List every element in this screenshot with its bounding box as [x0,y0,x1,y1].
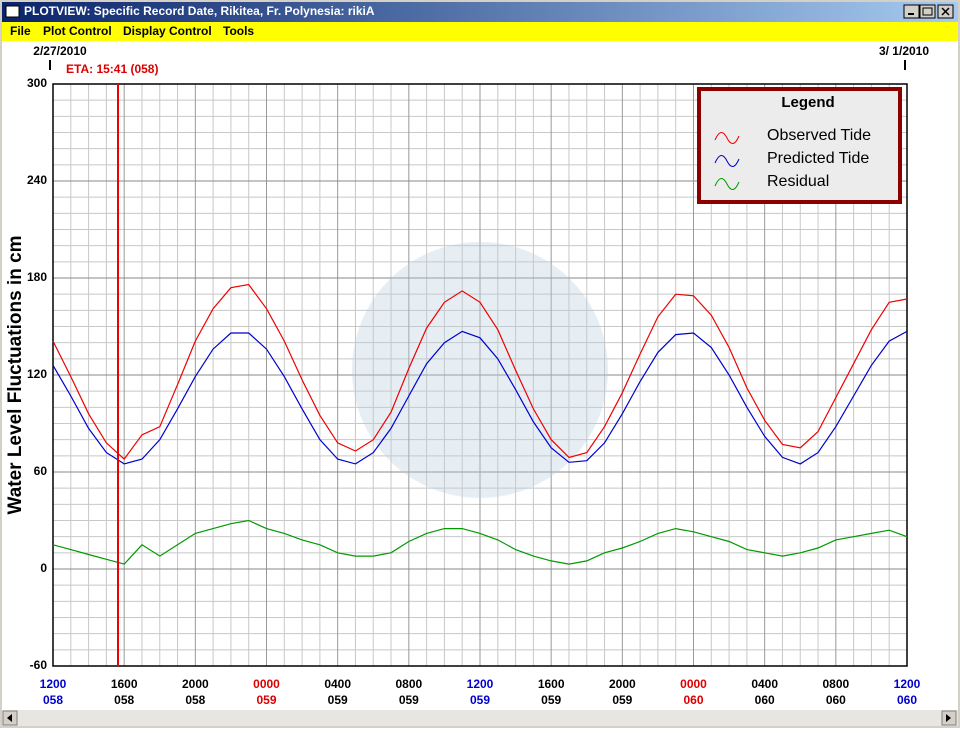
x-tick-label: 0800 [822,677,849,691]
maximize-button[interactable] [919,4,936,19]
end-date: 3/ 1/2010 [879,44,929,58]
x-tick-label: 060 [755,693,775,707]
x-tick-label: 058 [185,693,205,707]
series-line [52,283,908,460]
scrollbar[interactable] [2,710,958,726]
y-tick-label: 0 [40,561,47,575]
x-tick-label: 1600 [111,677,138,691]
minimize-button[interactable] [903,4,920,19]
window-buttons[interactable] [903,4,954,19]
y-tick-label: 120 [27,367,47,381]
x-tick-label: 1200 [467,677,494,691]
x-tick-label: 059 [328,693,348,707]
x-tick-label: 0000 [680,677,707,691]
window-title: PLOTVIEW: Specific Record Date, Rikitea,… [24,4,375,18]
legend-box [697,87,902,204]
y-tick-label: 180 [27,270,47,284]
y-tick-label: 60 [34,464,48,478]
x-tick-label: 1200 [40,677,67,691]
x-tick-label: 060 [683,693,703,707]
series-line [52,519,908,565]
x-tick-label: 0400 [751,677,778,691]
menu-item[interactable]: Tools [223,24,254,38]
x-tick-label: 060 [826,693,846,707]
x-tick-label: 059 [256,693,276,707]
plot-border [52,83,908,667]
x-tick-label: 059 [470,693,490,707]
x-tick-label: 059 [612,693,632,707]
x-tick-label: 060 [897,693,917,707]
x-tick-label: 058 [43,693,63,707]
x-tick-label: 2000 [182,677,209,691]
x-tick-label: 1200 [894,677,921,691]
start-date: 2/27/2010 [33,44,87,58]
x-tick-label: 059 [541,693,561,707]
x-tick-label: 1600 [538,677,565,691]
menu-bar [2,22,958,41]
legend-label: Predicted Tide [767,150,869,167]
y-tick-label: -60 [30,658,48,672]
y-axis-label: Water Level Fluctuations in cm [5,235,26,514]
app-icon [5,5,20,18]
legend-label: Observed Tide [767,127,871,144]
x-tick-label: 059 [399,693,419,707]
menu-item[interactable]: Display Control [123,24,212,38]
plot-area: -60 0 60 120 180 240 300 Legend Observed Tide Pre… [27,76,908,672]
x-tick-label: 0400 [324,677,351,691]
x-tick-label: 0800 [395,677,422,691]
x-tick-label: 2000 [609,677,636,691]
y-tick-label: 300 [27,76,47,90]
x-tick-label: 0000 [253,677,280,691]
eta-label: ETA: 15:41 (058) [66,62,158,76]
y-tick-label: 240 [27,173,47,187]
legend-swatch [714,132,740,144]
legend-swatch [714,178,740,190]
menu-item[interactable]: Plot Control [43,24,112,38]
menu-item[interactable]: File [10,24,31,38]
watermark [352,242,608,498]
title-bar [2,2,958,22]
x-tick-label: 058 [114,693,134,707]
legend-swatch [714,155,740,167]
series-line [52,330,908,465]
legend-title: Legend [781,94,834,111]
legend-label: Residual [767,173,829,190]
